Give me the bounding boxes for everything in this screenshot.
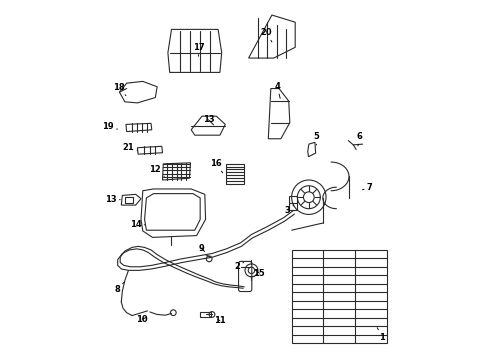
- Text: 6: 6: [357, 132, 363, 146]
- Text: 12: 12: [149, 165, 164, 176]
- Text: 18: 18: [113, 83, 126, 96]
- Text: 7: 7: [363, 183, 373, 192]
- Text: 1: 1: [377, 328, 385, 342]
- Text: 10: 10: [136, 315, 148, 324]
- Text: 3: 3: [284, 205, 294, 215]
- Text: 20: 20: [261, 28, 272, 42]
- Text: 17: 17: [193, 43, 204, 56]
- Text: 11: 11: [214, 316, 226, 325]
- Text: 21: 21: [122, 143, 138, 152]
- Text: 14: 14: [130, 220, 145, 229]
- Text: 19: 19: [102, 122, 118, 131]
- Text: 13: 13: [202, 115, 214, 125]
- Text: 2: 2: [234, 262, 244, 271]
- Text: 16: 16: [210, 159, 223, 173]
- Text: 8: 8: [114, 282, 124, 294]
- Text: 9: 9: [198, 244, 205, 253]
- Text: 5: 5: [313, 132, 319, 145]
- Bar: [200, 312, 211, 317]
- Text: 4: 4: [274, 82, 280, 98]
- Text: 15: 15: [253, 269, 265, 278]
- Text: 13: 13: [105, 195, 120, 204]
